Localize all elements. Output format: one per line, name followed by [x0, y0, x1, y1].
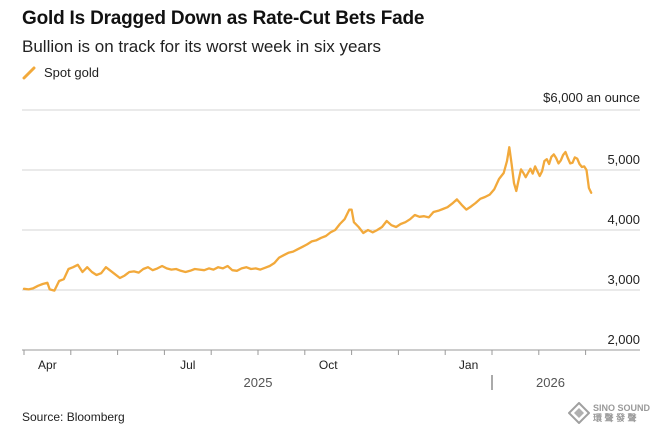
source-note: Source: Bloomberg [22, 410, 125, 424]
year-label-2025: 2025 [244, 375, 273, 390]
y-tick-label-5000: 5,000 [607, 152, 640, 167]
watermark-line2: 環 聲 發 聲 [593, 413, 637, 423]
legend-line-icon [22, 66, 36, 79]
legend: Spot gold [22, 65, 99, 80]
y-tick-label-4000: 4,000 [607, 212, 640, 227]
x-tick-label-apr: Apr [38, 358, 57, 372]
diamond-logo-icon [568, 402, 590, 424]
watermark: SINO SOUND 環 聲 發 聲 [568, 402, 650, 424]
x-tick-label-jul: Jul [180, 358, 195, 372]
y-tick-label-3000: 3,000 [607, 272, 640, 287]
x-tick-label-jan: Jan [459, 358, 478, 372]
legend-label: Spot gold [44, 65, 99, 80]
chart-subtitle: Bullion is on track for its worst week i… [22, 37, 382, 56]
chart-title: Gold Is Dragged Down as Rate-Cut Bets Fa… [22, 8, 425, 29]
y-axis-unit-label: $6,000 an ounce [543, 90, 640, 105]
watermark-line1: SINO SOUND [593, 403, 651, 413]
year-label-2026: 2026 [536, 375, 565, 390]
x-tick-label-oct: Oct [319, 358, 338, 372]
y-tick-label-2000: 2,000 [607, 332, 640, 347]
series-line-spot-gold [22, 146, 593, 292]
